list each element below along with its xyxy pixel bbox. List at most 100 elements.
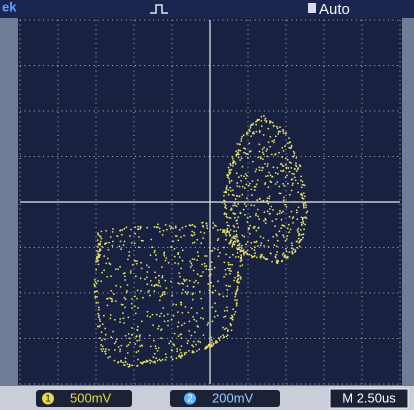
trace-dot bbox=[273, 139, 275, 141]
trace-dot bbox=[218, 294, 220, 296]
trace-dot bbox=[146, 283, 148, 285]
trace-dot bbox=[150, 280, 152, 282]
trace-dot bbox=[131, 334, 133, 336]
trace-dot bbox=[280, 163, 282, 165]
trace-dot bbox=[174, 262, 176, 264]
trace-dot bbox=[255, 124, 257, 126]
trace-dot bbox=[268, 186, 270, 188]
trace-dot bbox=[204, 263, 206, 265]
trace-dot bbox=[156, 259, 158, 261]
trace-dot bbox=[269, 213, 271, 215]
trace-dot bbox=[230, 242, 232, 244]
trace-dot bbox=[112, 331, 114, 333]
trace-dot bbox=[192, 299, 194, 301]
trace-dot bbox=[224, 229, 226, 231]
trace-dot bbox=[238, 240, 240, 242]
ch2-scale: 200mV bbox=[212, 390, 254, 405]
trace-dot bbox=[303, 222, 305, 224]
trace-dot bbox=[241, 256, 243, 258]
trace-dot bbox=[282, 254, 284, 256]
trace-dot bbox=[225, 285, 227, 287]
trace-dot bbox=[277, 213, 279, 215]
trace-dot bbox=[228, 169, 230, 171]
trace-dot bbox=[235, 256, 237, 258]
trace-dot bbox=[165, 224, 167, 226]
trace-dot bbox=[289, 251, 291, 253]
trace-dot bbox=[262, 151, 264, 153]
trace-dot bbox=[229, 268, 231, 270]
trace-dot bbox=[155, 254, 157, 256]
trace-dot bbox=[247, 241, 249, 243]
trace-dot bbox=[264, 218, 266, 220]
trace-dot bbox=[293, 248, 295, 250]
trace-dot bbox=[198, 349, 200, 351]
trace-dot bbox=[194, 225, 196, 227]
trace-dot bbox=[131, 298, 133, 300]
trace-dot bbox=[256, 230, 258, 232]
trace-dot bbox=[117, 362, 119, 364]
trace-dot bbox=[231, 315, 233, 317]
trace-dot bbox=[100, 348, 102, 350]
trace-dot bbox=[162, 275, 164, 277]
trace-dot bbox=[235, 230, 237, 232]
trace-dot bbox=[108, 249, 110, 251]
trace-dot bbox=[283, 185, 285, 187]
trace-dot bbox=[226, 222, 228, 224]
trace-dot bbox=[225, 327, 227, 329]
trace-dot bbox=[243, 236, 245, 238]
trace-dot bbox=[180, 352, 182, 354]
trace-dot bbox=[180, 302, 182, 304]
trace-dot bbox=[158, 347, 160, 349]
trace-dot bbox=[134, 296, 136, 298]
trace-dot bbox=[285, 176, 287, 178]
trace-dot bbox=[201, 264, 203, 266]
mode-icon bbox=[308, 3, 316, 13]
trace-dot bbox=[137, 359, 139, 361]
trace-dot bbox=[236, 234, 238, 236]
trace-dot bbox=[215, 310, 217, 312]
trace-dot bbox=[250, 135, 252, 137]
trace-dot bbox=[178, 272, 180, 274]
trace-dot bbox=[254, 252, 256, 254]
trace-dot bbox=[238, 275, 240, 277]
trace-dot bbox=[297, 247, 299, 249]
trace-dot bbox=[168, 262, 170, 264]
trace-dot bbox=[290, 229, 292, 231]
trace-dot bbox=[262, 167, 264, 169]
trace-dot bbox=[163, 253, 165, 255]
trace-dot bbox=[225, 205, 227, 207]
trace-dot bbox=[282, 129, 284, 131]
trace-dot bbox=[241, 138, 243, 140]
trace-dot bbox=[137, 326, 139, 328]
trace-dot bbox=[298, 238, 300, 240]
trace-dot bbox=[191, 344, 193, 346]
trace-dot bbox=[189, 321, 191, 323]
trace-dot bbox=[237, 143, 239, 145]
trace-dot bbox=[94, 291, 96, 293]
trace-dot bbox=[266, 148, 268, 150]
trace-dot bbox=[226, 185, 228, 187]
trace-dot bbox=[192, 294, 194, 296]
trace-dot bbox=[199, 291, 201, 293]
trace-dot bbox=[256, 199, 258, 201]
trace-dot bbox=[230, 190, 232, 192]
trace-dot bbox=[244, 148, 246, 150]
trace-dot bbox=[154, 250, 156, 252]
trace-dot bbox=[100, 344, 102, 346]
trace-dot bbox=[137, 365, 139, 367]
trace-dot bbox=[154, 271, 156, 273]
trace-dot bbox=[203, 334, 205, 336]
page: ek Auto 1 500mV 2 200mV M 2.50us (() => … bbox=[0, 0, 414, 410]
trace-dot bbox=[111, 298, 113, 300]
trace-dot bbox=[170, 228, 172, 230]
trace-dot bbox=[212, 227, 214, 229]
trace-dot bbox=[164, 255, 166, 257]
trace-dot bbox=[184, 354, 186, 356]
trace-dot bbox=[105, 353, 107, 355]
trace-dot bbox=[301, 234, 303, 236]
trace-dot bbox=[230, 229, 232, 231]
trace-dot bbox=[182, 260, 184, 262]
trace-dot bbox=[211, 261, 213, 263]
trace-dot bbox=[100, 236, 102, 238]
trace-dot bbox=[300, 176, 302, 178]
